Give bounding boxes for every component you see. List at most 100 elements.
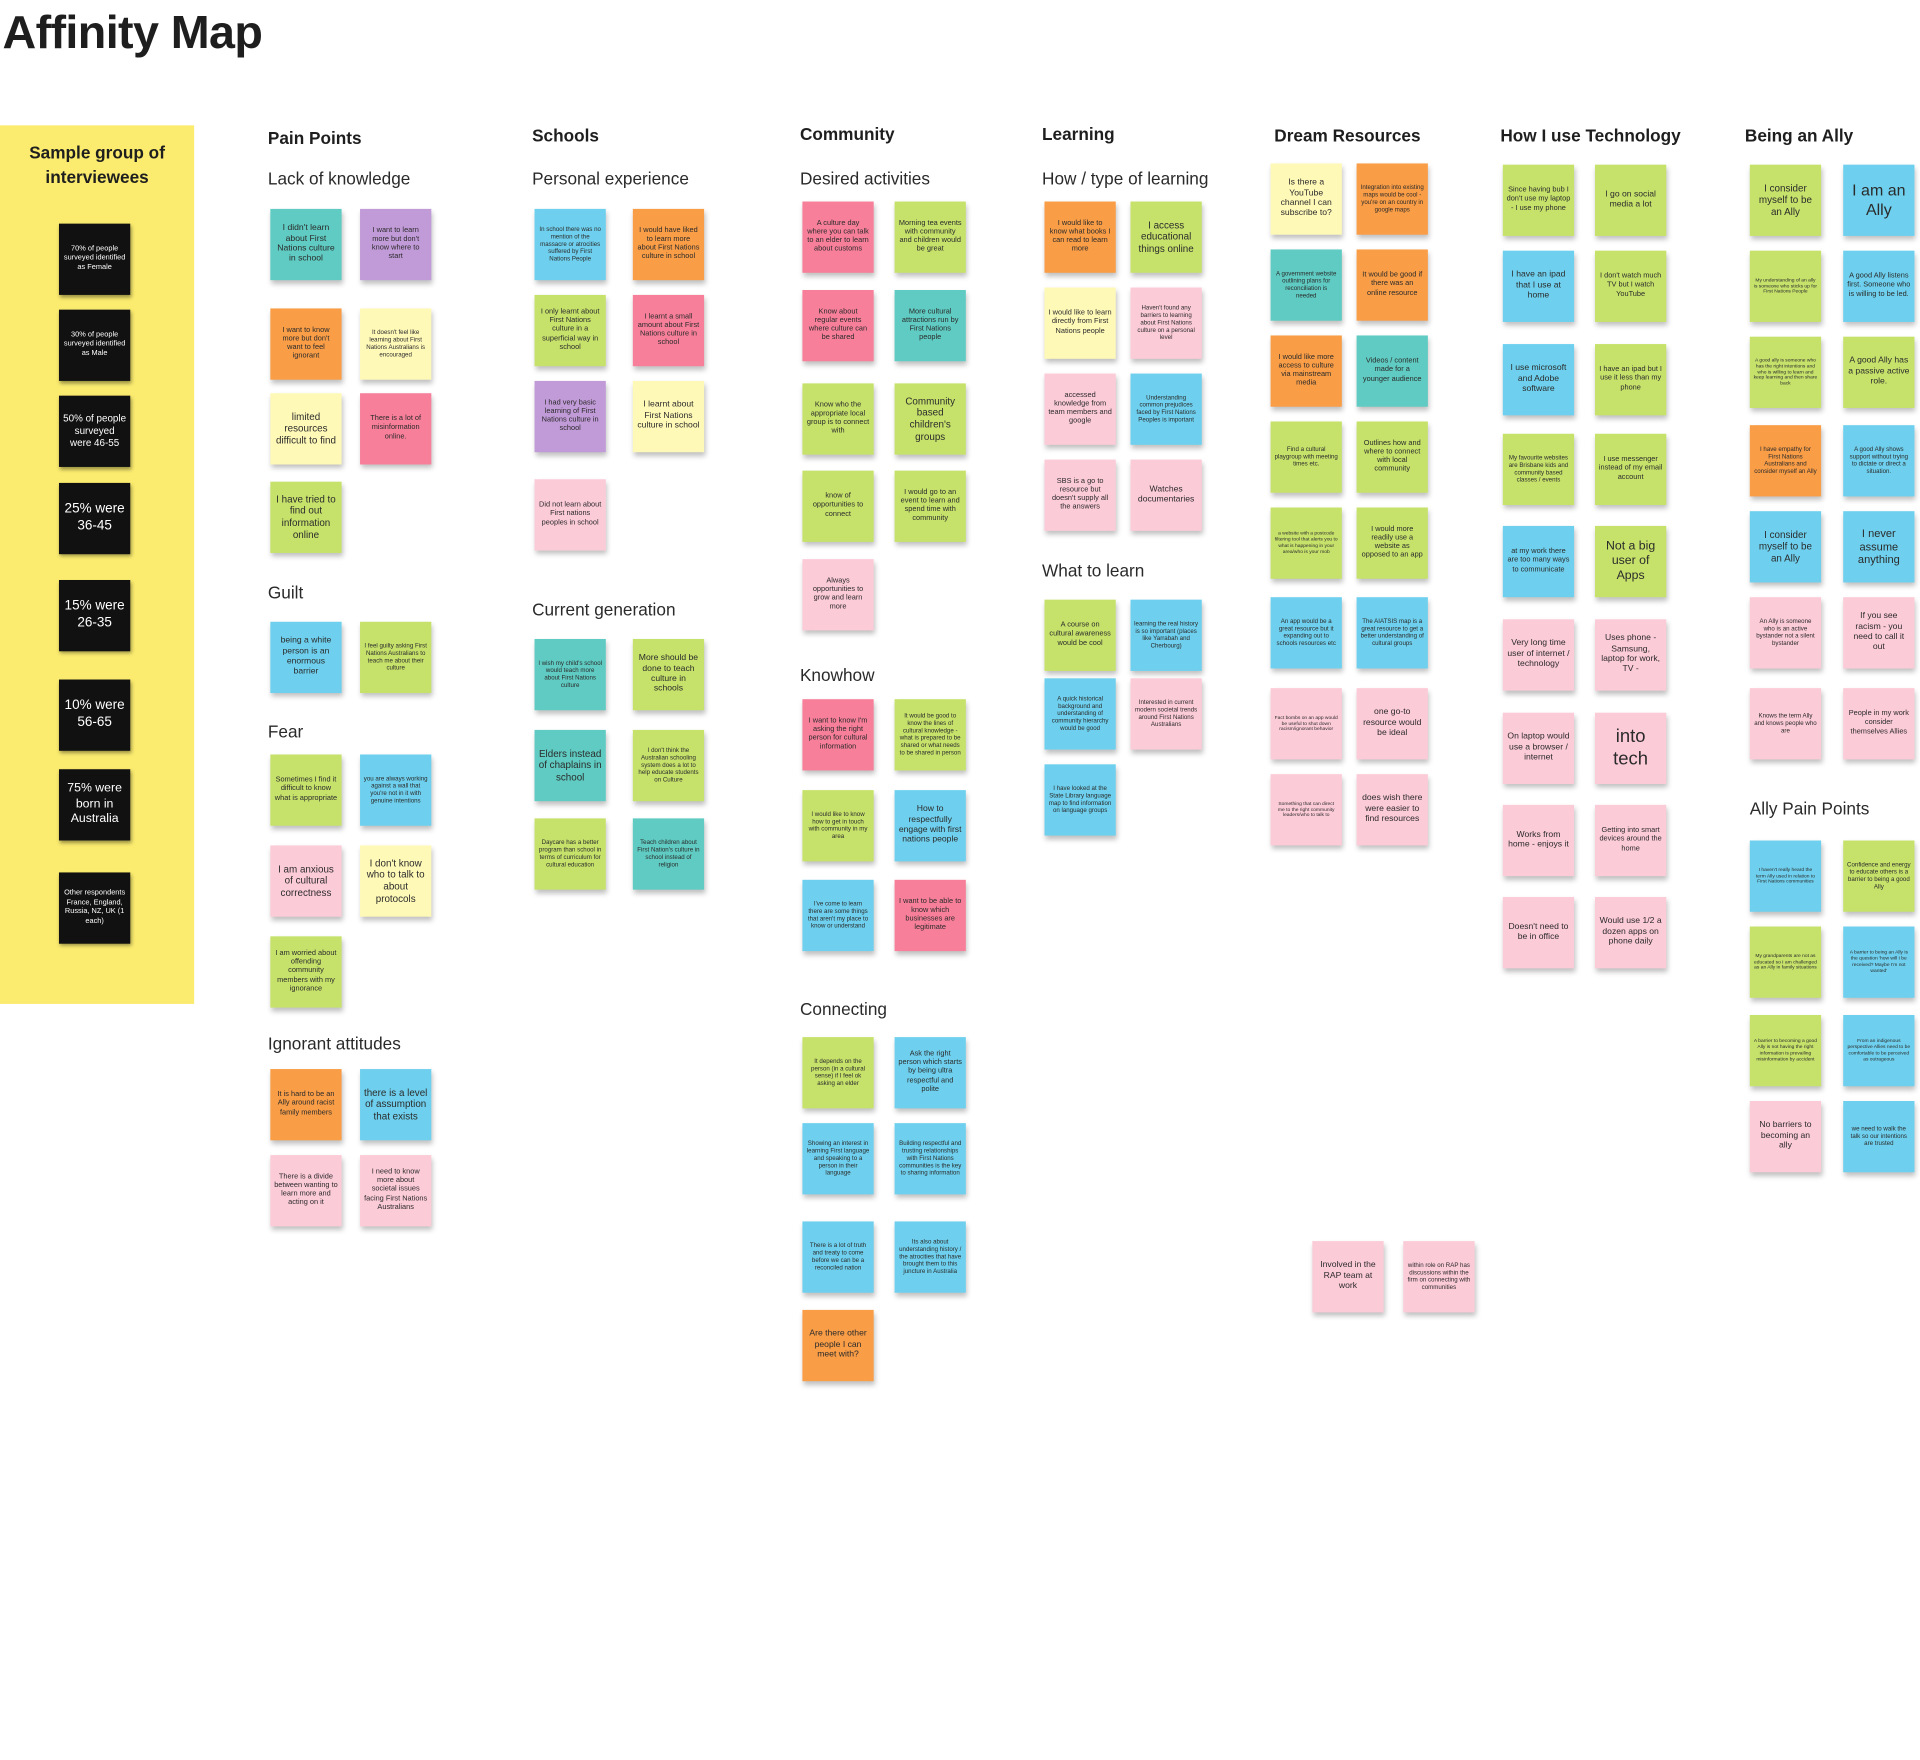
sticky-note[interactable]: I would like more access to culture via …: [1270, 335, 1342, 407]
sticky-note[interactable]: I would like to learn directly from Firs…: [1044, 287, 1116, 359]
sticky-note[interactable]: I have an ipad that I use at home: [1502, 250, 1575, 322]
sticky-note[interactable]: I consider myself to be an Ally: [1749, 511, 1822, 583]
sticky-note[interactable]: A barrier to becoming a good Ally is not…: [1749, 1014, 1822, 1087]
sticky-note[interactable]: Interested in current modern societal tr…: [1130, 678, 1202, 750]
sticky-note[interactable]: Outlines how and where to connect with l…: [1356, 421, 1428, 493]
sticky-note[interactable]: More should be done to teach culture in …: [632, 638, 705, 711]
sticky-note[interactable]: Something that can direct me to the righ…: [1270, 774, 1342, 846]
sticky-note[interactable]: Knows the term Ally and knows people who…: [1749, 688, 1822, 760]
sticky-note[interactable]: It would be good if there was an online …: [1356, 249, 1428, 321]
sticky-note[interactable]: I only learnt about First Nations cultur…: [534, 294, 606, 367]
sticky-note[interactable]: Involved in the RAP team at work: [1312, 1241, 1384, 1313]
sticky-note[interactable]: Would use 1/2 a dozen apps on phone dail…: [1594, 897, 1667, 969]
sticky-note[interactable]: I had very basic learning of First Natio…: [534, 380, 606, 453]
sticky-note[interactable]: there is a level of assumption that exis…: [360, 1069, 432, 1141]
sticky-note[interactable]: I learnt about First Nations culture in …: [632, 380, 705, 453]
sticky-note[interactable]: Works from home - enjoys it: [1502, 804, 1575, 877]
sticky-note[interactable]: A barrier to being an Ally is the questi…: [1843, 926, 1915, 998]
sticky-note[interactable]: It doesn't feel like learning about Firs…: [360, 308, 432, 380]
sticky-note[interactable]: No barriers to becoming an ally: [1749, 1101, 1822, 1173]
sticky-note[interactable]: It depends on the person (in a cultural …: [802, 1037, 874, 1109]
sticky-note[interactable]: Morning tea events with community and ch…: [894, 201, 966, 273]
sticky-note[interactable]: SBS is a go to resource but doesn't supp…: [1044, 459, 1116, 531]
sticky-note[interactable]: Fact bombs on an app would be useful to …: [1270, 688, 1342, 760]
sticky-note[interactable]: People in my work consider themselves Al…: [1843, 688, 1915, 760]
sticky-note[interactable]: I never assume anything: [1843, 511, 1915, 583]
sticky-note[interactable]: I go on social media a lot: [1594, 164, 1667, 236]
sticky-note[interactable]: being a white person is an enormous barr…: [270, 621, 342, 694]
sticky-note[interactable]: I use messenger instead of my email acco…: [1594, 433, 1667, 506]
sticky-note[interactable]: I would have liked to learn more about F…: [632, 208, 705, 281]
sticky-note[interactable]: Uses phone - Samsung, laptop for work, T…: [1594, 619, 1667, 691]
sticky-note[interactable]: we need to walk the talk so our intentio…: [1843, 1101, 1915, 1173]
sticky-note[interactable]: Daycare has a better program than school…: [534, 818, 606, 890]
sticky-note[interactable]: I don't watch much TV but I watch YouTub…: [1594, 250, 1667, 322]
sticky-note[interactable]: If you see racism - you need to call it …: [1843, 597, 1915, 669]
sticky-note[interactable]: within role on RAP has discussions withi…: [1403, 1241, 1475, 1313]
sticky-note[interactable]: I feel guilty asking First Nations Austr…: [360, 621, 432, 694]
sticky-note[interactable]: My understanding of an ally is someone w…: [1749, 250, 1822, 322]
sticky-note[interactable]: A quick historical background and unders…: [1044, 678, 1116, 750]
sticky-note[interactable]: A good ally is someone who has the right…: [1749, 336, 1822, 408]
sticky-note[interactable]: An app would be a great resource but it …: [1270, 597, 1342, 669]
sticky-note[interactable]: I need to know more about societal issue…: [360, 1155, 432, 1227]
sticky-note[interactable]: There is a lot of misinformation online.: [360, 393, 432, 465]
sticky-note[interactable]: An Ally is someone who is an active byst…: [1749, 597, 1822, 669]
sticky-note[interactable]: does wish there were easier to find reso…: [1356, 774, 1428, 846]
sticky-note[interactable]: How to respectfully engage with first na…: [894, 790, 966, 862]
sticky-note[interactable]: I would like to know how to get in touch…: [802, 790, 874, 862]
sticky-note[interactable]: I have tried to find out information onl…: [270, 481, 342, 553]
sticky-note[interactable]: Its also about understanding history / t…: [894, 1221, 966, 1293]
sticky-note[interactable]: Getting into smart devices around the ho…: [1594, 804, 1667, 877]
sticky-note[interactable]: A course on cultural awareness would be …: [1044, 599, 1116, 671]
sticky-note[interactable]: into tech: [1594, 712, 1667, 784]
sticky-note[interactable]: I am worried about offending community m…: [270, 936, 342, 1008]
sticky-note[interactable]: Did not learn about First nations people…: [534, 479, 606, 551]
sticky-note[interactable]: Showing an interest in learning First la…: [802, 1123, 874, 1195]
sticky-note[interactable]: My favourite websites are Brisbane kids …: [1502, 433, 1575, 506]
sticky-note[interactable]: It is hard to be an Ally around racist f…: [270, 1069, 342, 1141]
sticky-note[interactable]: I learnt a small amount about First Nati…: [632, 294, 705, 367]
sticky-note[interactable]: Teach children about First Nation's cult…: [632, 818, 705, 890]
sticky-note[interactable]: I wish my child's school would teach mor…: [534, 638, 606, 711]
sticky-note[interactable]: More cultural attractions run by First N…: [894, 289, 966, 362]
sticky-note[interactable]: My grandparents are not as educated so I…: [1749, 926, 1822, 998]
sticky-note[interactable]: Since having bub I don't use my laptop -…: [1502, 164, 1575, 236]
sticky-note[interactable]: limited resources difficult to find: [270, 393, 342, 465]
sticky-note[interactable]: There is a lot of truth and treaty to co…: [802, 1221, 874, 1293]
sticky-note[interactable]: A culture day where you can talk to an e…: [802, 201, 874, 273]
sticky-note[interactable]: I would more readily use a website as op…: [1356, 507, 1428, 579]
sticky-note[interactable]: I consider myself to be an Ally: [1749, 164, 1822, 236]
sticky-note[interactable]: Doesn't need to be in office: [1502, 897, 1575, 969]
sticky-note[interactable]: A good Ally shows support without trying…: [1843, 425, 1915, 497]
sticky-note[interactable]: Always opportunities to grow and learn m…: [802, 559, 874, 631]
sticky-note[interactable]: Are there other people I can meet with?: [802, 1309, 874, 1382]
sticky-note[interactable]: Understanding common prejudices faced by…: [1130, 373, 1202, 445]
sticky-note[interactable]: I have looked at the State Library langu…: [1044, 764, 1116, 836]
sticky-note[interactable]: one go-to resource would be ideal: [1356, 688, 1428, 760]
sticky-note[interactable]: I didn't learn about First Nations cultu…: [270, 208, 342, 281]
sticky-note[interactable]: Is there a YouTube channel I can subscri…: [1270, 163, 1342, 235]
sticky-note[interactable]: A good Ally listens first. Someone who i…: [1843, 250, 1915, 322]
sticky-note[interactable]: I access educational things online: [1130, 201, 1202, 273]
sticky-note[interactable]: In school there was no mention of the ma…: [534, 208, 606, 281]
sticky-note[interactable]: I've come to learn there are some things…: [802, 879, 874, 952]
sticky-note[interactable]: at my work there are too many ways to co…: [1502, 525, 1575, 598]
sticky-note[interactable]: Confidence and energy to educate others …: [1843, 840, 1915, 912]
sticky-note[interactable]: Sometimes I find it difficult to know wh…: [270, 754, 342, 826]
sticky-note[interactable]: I would like to know what books I can re…: [1044, 201, 1116, 273]
sticky-note[interactable]: a website with a postcode filtering tool…: [1270, 507, 1342, 579]
sticky-note[interactable]: Ask the right person which starts by bei…: [894, 1037, 966, 1109]
sticky-note[interactable]: A government website outlining plans for…: [1270, 249, 1342, 321]
sticky-note[interactable]: I am an Ally: [1843, 164, 1915, 236]
sticky-note[interactable]: Integration into existing maps would be …: [1356, 163, 1428, 235]
sticky-note[interactable]: A good Ally has a passive active role.: [1843, 336, 1915, 408]
sticky-note[interactable]: On laptop would use a browser / internet: [1502, 712, 1575, 784]
sticky-note[interactable]: I want to be able to know which business…: [894, 879, 966, 952]
sticky-note[interactable]: I want to learn more but don't know wher…: [360, 208, 432, 281]
sticky-note[interactable]: Know about regular events where culture …: [802, 289, 874, 362]
sticky-note[interactable]: The AIATSIS map is a great resource to g…: [1356, 597, 1428, 669]
sticky-note[interactable]: learning the real history is so importan…: [1130, 599, 1202, 671]
sticky-note[interactable]: Haven't found any barriers to learning a…: [1130, 287, 1202, 359]
sticky-note[interactable]: I want to know I'm asking the right pers…: [802, 699, 874, 771]
